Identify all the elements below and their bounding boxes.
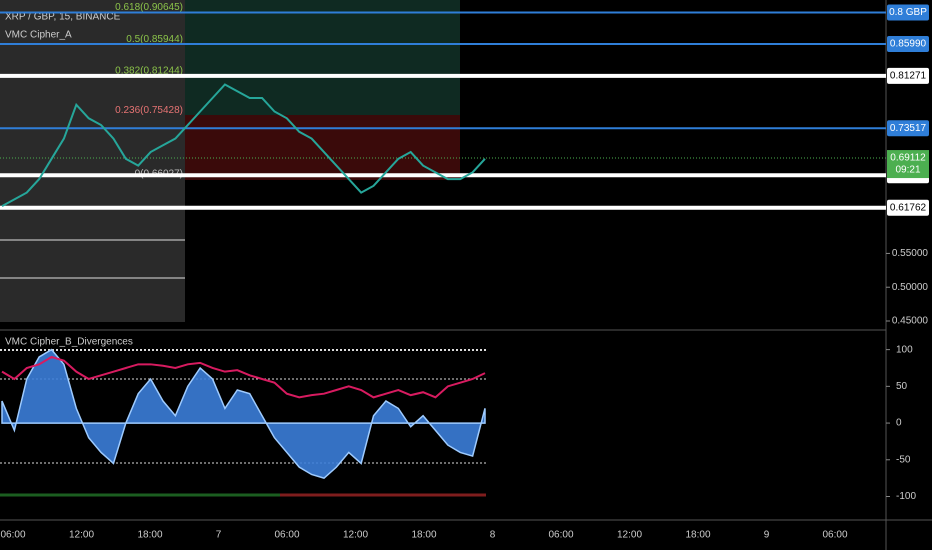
- time-label: 18:00: [411, 530, 436, 541]
- time-label: 06:00: [274, 530, 299, 541]
- indicator-title: VMC Cipher_A: [5, 30, 72, 41]
- level-tag: [887, 35, 929, 52]
- time-label: 12:00: [617, 530, 642, 541]
- level-label: 0.73517: [890, 123, 927, 134]
- osc-tick-label: 0: [896, 418, 902, 429]
- time-label: 18:00: [685, 530, 710, 541]
- osc-tick-label: -100: [896, 491, 916, 502]
- price-tick-label: 0.45000: [892, 316, 929, 327]
- level-tag: [887, 67, 929, 84]
- time-label: 12:00: [343, 530, 368, 541]
- price-tick-label: 0.50000: [892, 282, 929, 293]
- level-label: 0.61762: [890, 202, 927, 213]
- time-label: 8: [490, 530, 496, 541]
- wave-area: [1, 348, 486, 479]
- symbol-title: XRP / GBP, 15, BINANCE: [5, 12, 121, 23]
- level-tag: [887, 120, 929, 137]
- price-tick-label: 0.55000: [892, 248, 929, 259]
- countdown-label: 09:21: [895, 165, 920, 176]
- osc-tick-label: -50: [896, 454, 911, 465]
- level-label: 0.85990: [890, 39, 927, 50]
- fib-label: 0.382(0.81244): [115, 66, 183, 77]
- green-zone: [185, 0, 460, 115]
- time-label: 06:00: [548, 530, 573, 541]
- last-price-label: 0.69112: [890, 153, 926, 164]
- level-tag: [887, 199, 929, 216]
- price-line: [1, 83, 486, 208]
- level-label: 0.8 GBP: [889, 7, 927, 18]
- level-tag: [887, 4, 929, 21]
- rsi-line: [1, 355, 486, 399]
- fib-label: 0.236(0.75428): [115, 105, 183, 116]
- time-label: 06:00: [822, 530, 847, 541]
- osc-tick-label: 50: [896, 381, 908, 392]
- osc-title: VMC Cipher_B_Divergences: [5, 337, 133, 348]
- osc-tick-label: 100: [896, 344, 913, 355]
- time-label: 18:00: [137, 530, 162, 541]
- time-label: 06:00: [0, 530, 25, 541]
- time-label: 12:00: [69, 530, 94, 541]
- fib-label: 0.5(0.85944): [126, 34, 183, 45]
- time-label: 9: [764, 530, 770, 541]
- last-price-tag: [887, 150, 929, 179]
- shaded-region: [0, 0, 185, 322]
- red-zone: [185, 115, 460, 180]
- time-label: 7: [216, 530, 222, 541]
- level-label: 0.81271: [890, 71, 927, 82]
- fib-label: 0.618(0.90645): [115, 2, 183, 13]
